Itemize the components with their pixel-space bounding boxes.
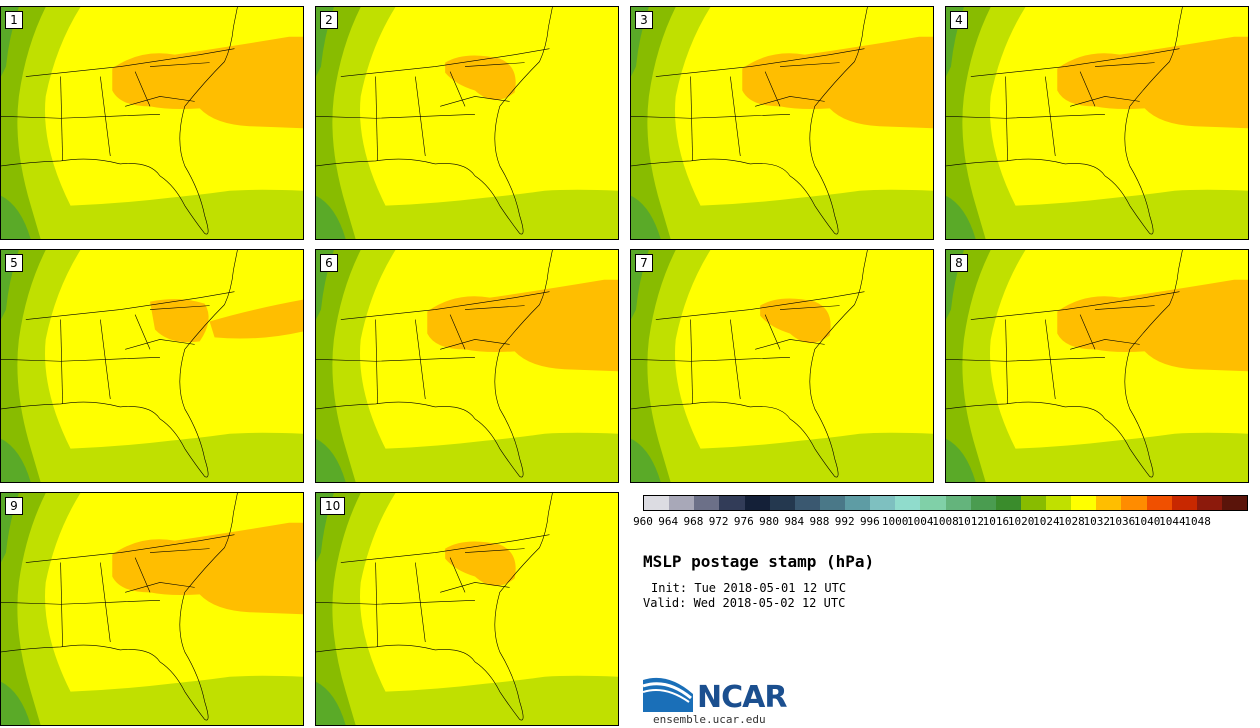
stamp-7: 7: [630, 249, 934, 483]
logo-url: ensemble.ucar.edu: [653, 713, 766, 726]
stamp-1: 1: [0, 6, 304, 240]
stamp-map: [316, 7, 618, 239]
stamp-map: [946, 250, 1248, 482]
stamp-map: [1, 493, 303, 725]
colorbar-swatch: [769, 496, 795, 510]
colorbar-tick-label: 976: [733, 515, 754, 528]
colorbar-tick-label: 972: [708, 515, 729, 528]
colorbar-tick-label: 1008: [932, 515, 959, 528]
colorbar-swatch: [644, 496, 670, 510]
colorbar-swatch: [794, 496, 820, 510]
colorbar-swatch: [845, 496, 871, 510]
stamp-map: [946, 7, 1248, 239]
stamp-label: 8: [950, 254, 968, 272]
stamp-3: 3: [630, 6, 934, 240]
colorbar-tick-label: 1016: [982, 515, 1010, 528]
colorbar-tick-label: 1000: [881, 515, 909, 528]
colorbar-tick-label: 1040: [1133, 515, 1161, 528]
colorbar-swatch: [870, 496, 896, 510]
init-time: Init: Tue 2018-05-01 12 UTC: [651, 581, 847, 595]
colorbar-swatch: [694, 496, 720, 510]
colorbar-tick-label: 1024: [1033, 515, 1060, 528]
stamp-label: 1: [5, 11, 23, 29]
colorbar-swatch: [1046, 496, 1072, 510]
stamp-map: [1, 7, 303, 239]
colorbar-swatch: [819, 496, 845, 510]
stamp-8: 8: [945, 249, 1249, 483]
stamp-map: [1, 250, 303, 482]
colorbar-swatch: [995, 496, 1021, 510]
colorbar-swatch: [895, 496, 921, 510]
colorbar-swatch: [1221, 496, 1247, 510]
stamp-label: 10: [320, 497, 346, 515]
colorbar-tick-label: 992: [834, 515, 855, 528]
stamp-2: 2: [315, 6, 619, 240]
colorbar-tick-label: 964: [658, 515, 679, 528]
colorbar-swatch: [1146, 496, 1172, 510]
ncar-logo-icon: [643, 677, 693, 712]
chart-title: MSLP postage stamp (hPa): [643, 552, 875, 571]
colorbar-tick-label: 960: [633, 515, 653, 528]
stamp-label: 2: [320, 11, 338, 29]
colorbar-swatch: [669, 496, 695, 510]
stamp-label: 4: [950, 11, 968, 29]
stamp-map: [316, 493, 618, 725]
colorbar-swatch: [1020, 496, 1046, 510]
colorbar-tick-label: 1012: [957, 515, 984, 528]
colorbar-tick-label: 984: [784, 515, 805, 528]
stamp-6: 6: [315, 249, 619, 483]
stamp-map: [631, 250, 933, 482]
colorbar-swatch: [719, 496, 745, 510]
colorbar-swatch: [1096, 496, 1122, 510]
stamp-9: 9: [0, 492, 304, 726]
colorbar-tick-label: 1004: [907, 515, 934, 528]
colorbar-tick-label: 1032: [1083, 515, 1111, 528]
colorbar-swatch: [1196, 496, 1222, 510]
stamp-map: [316, 250, 618, 482]
colorbar-swatch: [945, 496, 971, 510]
stamp-10: 10: [315, 492, 619, 726]
stamp-5: 5: [0, 249, 304, 483]
colorbar-tick-label: 988: [809, 515, 830, 528]
colorbar-tick-label: 1020: [1007, 515, 1035, 528]
colorbar-tick-label: 1048: [1184, 515, 1211, 528]
colorbar-swatch: [1171, 496, 1197, 510]
colorbar-tick-label: 1028: [1058, 515, 1085, 528]
colorbar-tick-labels: 960 964 968 972 976 980 984 988 992 996 1000 1004 10…: [633, 515, 1248, 529]
colorbar-tick-label: 1036: [1108, 515, 1136, 528]
colorbar-tick-label: 996: [859, 515, 880, 528]
stamp-label: 7: [635, 254, 653, 272]
valid-time: Valid: Wed 2018-05-02 12 UTC: [643, 596, 846, 610]
colorbar-swatch: [1121, 496, 1147, 510]
colorbar-tick-label: 1044: [1159, 515, 1186, 528]
stamp-label: 3: [635, 11, 653, 29]
stamp-4: 4: [945, 6, 1249, 240]
stamp-map: [631, 7, 933, 239]
colorbar-tick-label: 968: [683, 515, 704, 528]
stamp-label: 9: [5, 497, 23, 515]
stamp-label: 5: [5, 254, 23, 272]
stamp-label: 6: [320, 254, 338, 272]
colorbar-swatch: [744, 496, 770, 510]
colorbar-tick-label: 980: [759, 515, 779, 528]
logo-wordmark: NCAR: [697, 680, 787, 715]
colorbar-swatch: [1071, 496, 1097, 510]
colorbar-swatch: [920, 496, 946, 510]
colorbar: [643, 495, 1248, 511]
colorbar-swatch: [970, 496, 996, 510]
